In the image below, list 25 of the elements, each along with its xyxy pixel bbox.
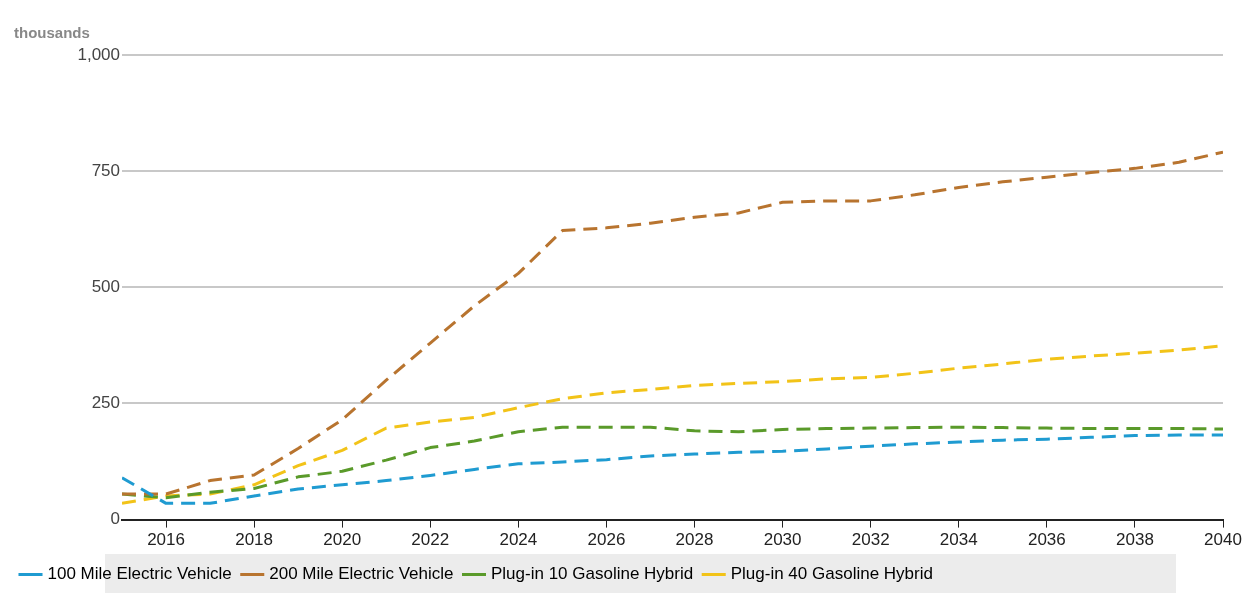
x-tick-label: 2016 (147, 530, 185, 550)
x-tick-label: 2024 (499, 530, 538, 550)
x-tick-label: 2028 (675, 530, 714, 550)
line-series (122, 150, 1223, 496)
y-axis-title: thousands (14, 23, 90, 41)
x-tick-label: 2022 (411, 530, 450, 550)
x-tick-label: 2040 (1204, 530, 1242, 550)
x-tick-label: 2018 (235, 530, 274, 550)
legend-label: Plug-in 10 Gasoline Hybrid (491, 564, 694, 584)
y-tick-label: 0 (110, 509, 120, 529)
x-tick-label: 2030 (763, 530, 802, 550)
legend-label: 100 Mile Electric Vehicle (47, 564, 232, 584)
x-tick-label: 2036 (1027, 530, 1066, 550)
line-series (122, 433, 1223, 505)
y-tick-label: 250 (91, 393, 120, 413)
legend-label: 200 Mile Electric Vehicle (269, 564, 454, 584)
x-tick-label: 2038 (1116, 530, 1154, 550)
x-tick-label: 2020 (323, 530, 362, 550)
x-tick-label: 2032 (851, 530, 890, 550)
y-tick-label: 500 (91, 276, 120, 296)
legend-label: Plug-in 40 Gasoline Hybrid (730, 564, 933, 584)
y-tick-label: 750 (91, 160, 120, 180)
y-tick-label: 1,000 (77, 44, 120, 64)
x-tick-label: 2026 (587, 530, 626, 550)
x-tick-label: 2034 (939, 530, 978, 550)
